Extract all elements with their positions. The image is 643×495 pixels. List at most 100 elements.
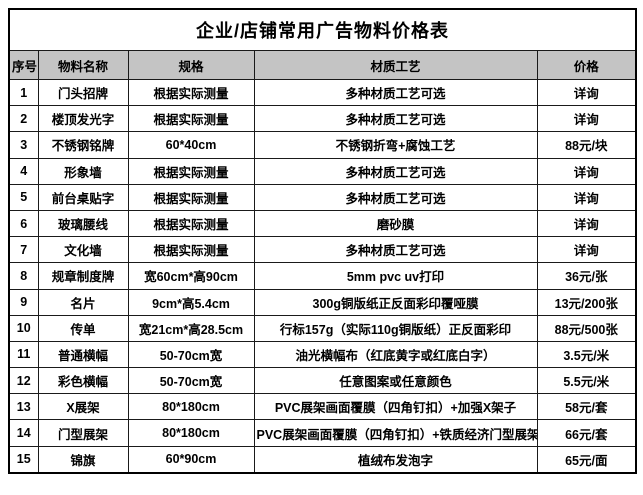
cell-material: 多种材质工艺可选 — [253, 78, 538, 107]
cell-name: 彩色横幅 — [37, 367, 129, 395]
col-header-spec: 规格 — [127, 50, 255, 80]
cell-index: 10 — [8, 314, 39, 342]
cell-name: 名片 — [37, 288, 129, 316]
cell-name: 不锈钢铭牌 — [37, 131, 129, 159]
cell-name: 文化墙 — [37, 236, 129, 264]
cell-name: 玻璃腰线 — [37, 209, 129, 238]
cell-price: 58元/套 — [536, 393, 637, 421]
cell-name: 普通横幅 — [37, 340, 129, 369]
cell-price: 3.5元/米 — [536, 340, 637, 369]
cell-price: 36元/张 — [536, 262, 637, 290]
cell-material: 5mm pvc uv打印 — [253, 262, 538, 290]
col-header-index: 序号 — [8, 50, 39, 80]
cell-index: 15 — [8, 445, 39, 474]
cell-index: 13 — [8, 393, 39, 421]
cell-name: X展架 — [37, 393, 129, 421]
cell-material: 磨砂膜 — [253, 209, 538, 238]
cell-price: 详询 — [536, 236, 637, 264]
cell-price: 详询 — [536, 157, 637, 185]
cell-spec: 根据实际测量 — [127, 183, 255, 211]
cell-index: 7 — [8, 236, 39, 264]
cell-index: 9 — [8, 288, 39, 316]
price-table: 企业/店铺常用广告物料价格表 序号 物料名称 规格 材质工艺 价格 1 门头招牌根… — [8, 8, 638, 474]
cell-price: 详询 — [536, 78, 637, 107]
cell-material: PVC展架画面覆膜（四角钉扣）+铁质经济门型展架 — [253, 419, 538, 447]
cell-index: 6 — [8, 209, 39, 238]
cell-spec: 宽60cm*高90cm — [127, 262, 255, 290]
cell-name: 传单 — [37, 314, 129, 342]
cell-spec: 80*180cm — [127, 393, 255, 421]
cell-spec: 根据实际测量 — [127, 78, 255, 107]
table-row: 11 普通横幅 50-70cm宽 油光横幅布（红底黄字或红底白字） 3.5元/米 — [8, 340, 637, 369]
cell-material: 多种材质工艺可选 — [253, 236, 538, 264]
cell-material: 多种材质工艺可选 — [253, 105, 538, 133]
cell-index: 11 — [8, 340, 39, 369]
cell-spec: 根据实际测量 — [127, 236, 255, 264]
col-header-material: 材质工艺 — [253, 50, 538, 80]
table-row: 8 规章制度牌 宽60cm*高90cm 5mm pvc uv打印 36元/张 — [8, 262, 637, 290]
cell-spec: 60*90cm — [127, 445, 255, 474]
table-header-row: 序号 物料名称 规格 材质工艺 价格 — [8, 50, 637, 80]
cell-material: 行标157g（实际110g铜版纸）正反面彩印 — [253, 314, 538, 342]
cell-spec: 根据实际测量 — [127, 157, 255, 185]
cell-price: 详询 — [536, 105, 637, 133]
table-row: 15 锦旗 60*90cm 植绒布发泡字 65元/面 — [8, 445, 637, 474]
cell-name: 门型展架 — [37, 419, 129, 447]
cell-price: 详询 — [536, 183, 637, 211]
cell-spec: 根据实际测量 — [127, 209, 255, 238]
cell-name: 门头招牌 — [37, 78, 129, 107]
cell-material: 多种材质工艺可选 — [253, 157, 538, 185]
cell-spec: 80*180cm — [127, 419, 255, 447]
table-row: 4 形象墙 根据实际测量 多种材质工艺可选 详询 — [8, 157, 637, 185]
cell-index: 14 — [8, 419, 39, 447]
cell-spec: 宽21cm*高28.5cm — [127, 314, 255, 342]
table-row: 6 玻璃腰线 根据实际测量 磨砂膜 详询 — [8, 209, 637, 238]
cell-price: 详询 — [536, 209, 637, 238]
cell-index: 5 — [8, 183, 39, 211]
cell-name: 形象墙 — [37, 157, 129, 185]
cell-price: 13元/200张 — [536, 288, 637, 316]
cell-material: PVC展架画面覆膜（四角钉扣）+加强X架子 — [253, 393, 538, 421]
cell-index: 8 — [8, 262, 39, 290]
cell-index: 3 — [8, 131, 39, 159]
table-row: 5 前台桌贴字 根据实际测量 多种材质工艺可选 详询 — [8, 183, 637, 211]
cell-spec: 9cm*高5.4cm — [127, 288, 255, 316]
table-row: 2 楼顶发光字 根据实际测量 多种材质工艺可选 详询 — [8, 105, 637, 133]
cell-name: 规章制度牌 — [37, 262, 129, 290]
table-row: 14 门型展架 80*180cm PVC展架画面覆膜（四角钉扣）+铁质经济门型展架 66… — [8, 419, 637, 447]
cell-spec: 60*40cm — [127, 131, 255, 159]
table-row: 7 文化墙 根据实际测量 多种材质工艺可选 详询 — [8, 236, 637, 264]
col-header-price: 价格 — [536, 50, 637, 80]
col-header-name: 物料名称 — [37, 50, 129, 80]
cell-material: 油光横幅布（红底黄字或红底白字） — [253, 340, 538, 369]
table-row: 13 X展架 80*180cm PVC展架画面覆膜（四角钉扣）+加强X架子 58元/套 — [8, 393, 637, 421]
table-row: 10 传单 宽21cm*高28.5cm 行标157g（实际110g铜版纸）正反面彩印 8… — [8, 314, 637, 342]
cell-price: 88元/500张 — [536, 314, 637, 342]
cell-spec: 50-70cm宽 — [127, 340, 255, 369]
page-title: 企业/店铺常用广告物料价格表 — [8, 8, 637, 51]
cell-index: 1 — [8, 78, 39, 107]
title-row: 企业/店铺常用广告物料价格表 — [8, 8, 637, 51]
table-row: 3 不锈钢铭牌 60*40cm 不锈钢折弯+腐蚀工艺 88元/块 — [8, 131, 637, 159]
cell-index: 4 — [8, 157, 39, 185]
cell-spec: 根据实际测量 — [127, 105, 255, 133]
table-row: 1 门头招牌 根据实际测量 多种材质工艺可选 详询 — [8, 78, 637, 107]
cell-spec: 50-70cm宽 — [127, 367, 255, 395]
table-row: 9 名片 9cm*高5.4cm 300g铜版纸正反面彩印覆哑膜 13元/200张 — [8, 288, 637, 316]
cell-material: 植绒布发泡字 — [253, 445, 538, 474]
cell-name: 锦旗 — [37, 445, 129, 474]
cell-material: 多种材质工艺可选 — [253, 183, 538, 211]
cell-index: 12 — [8, 367, 39, 395]
cell-material: 300g铜版纸正反面彩印覆哑膜 — [253, 288, 538, 316]
cell-name: 楼顶发光字 — [37, 105, 129, 133]
cell-price: 66元/套 — [536, 419, 637, 447]
table-row: 12 彩色横幅 50-70cm宽 任意图案或任意颜色 5.5元/米 — [8, 367, 637, 395]
cell-price: 88元/块 — [536, 131, 637, 159]
cell-index: 2 — [8, 105, 39, 133]
cell-name: 前台桌贴字 — [37, 183, 129, 211]
cell-price: 65元/面 — [536, 445, 637, 474]
cell-material: 任意图案或任意颜色 — [253, 367, 538, 395]
cell-price: 5.5元/米 — [536, 367, 637, 395]
cell-material: 不锈钢折弯+腐蚀工艺 — [253, 131, 538, 159]
